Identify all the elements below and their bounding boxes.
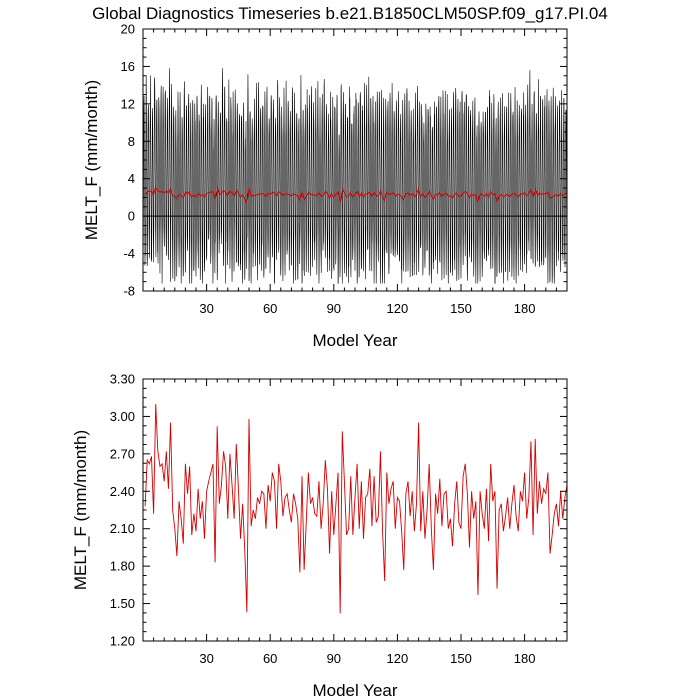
figure-title: Global Diagnostics Timeseries b.e21.B185…: [92, 4, 608, 23]
y-tick-label: 0: [128, 209, 135, 224]
y-tick-label: 20: [121, 22, 135, 37]
x-tick-label: 150: [450, 651, 472, 666]
annual-mean-line: [144, 185, 567, 205]
x-tick-label: 120: [387, 301, 409, 316]
y-tick-label: -8: [123, 284, 135, 299]
y-tick-label: 12: [121, 96, 135, 111]
bottom-panel: 30 60 90 120 150 180 1.20 1.50 1.80 2.10 2.40 2.70 3…: [71, 372, 568, 700]
y-axis-label: MELT_F (mm/month): [71, 430, 90, 590]
y-tick-label: 2.40: [110, 484, 135, 499]
y-tick-label: -4: [123, 246, 135, 261]
x-tick-label: 90: [327, 301, 341, 316]
y-tick-label: 4: [128, 171, 135, 186]
y-tick-label: 1.80: [110, 559, 135, 574]
x-tick-label: 60: [263, 651, 277, 666]
y-axis-label: MELT_F (mm/month): [82, 80, 101, 240]
y-tick-label: 1.50: [110, 596, 135, 611]
x-tick-label: 30: [199, 301, 213, 316]
plot-area: [144, 403, 567, 614]
plot-frame: [142, 378, 568, 642]
y-tick-label: 3.30: [110, 372, 135, 387]
x-tick-label: 30: [199, 651, 213, 666]
annual-mean-line: [144, 403, 567, 614]
y-tick-label: 2.10: [110, 521, 135, 536]
x-axis-label: Model Year: [312, 681, 397, 700]
x-tick-label: 120: [387, 651, 409, 666]
x-tick-label: 90: [327, 651, 341, 666]
plot-area: [143, 68, 567, 284]
x-axis-label: Model Year: [312, 331, 397, 350]
x-tick-label: 150: [450, 301, 472, 316]
monthly-series-line: [143, 68, 567, 284]
x-tick-label: 180: [514, 651, 536, 666]
y-tick-label: 16: [121, 59, 135, 74]
top-panel: 30 60 90 120 150 180 -8 -4 0 4 8 12 16 20 Model Year ME…: [82, 22, 568, 350]
y-tick-label: 8: [128, 134, 135, 149]
y-tick-label: 2.70: [110, 446, 135, 461]
x-tick-label: 180: [514, 301, 536, 316]
x-tick-label: 60: [263, 301, 277, 316]
y-tick-label: 1.20: [110, 634, 135, 649]
y-tick-label: 3.00: [110, 409, 135, 424]
